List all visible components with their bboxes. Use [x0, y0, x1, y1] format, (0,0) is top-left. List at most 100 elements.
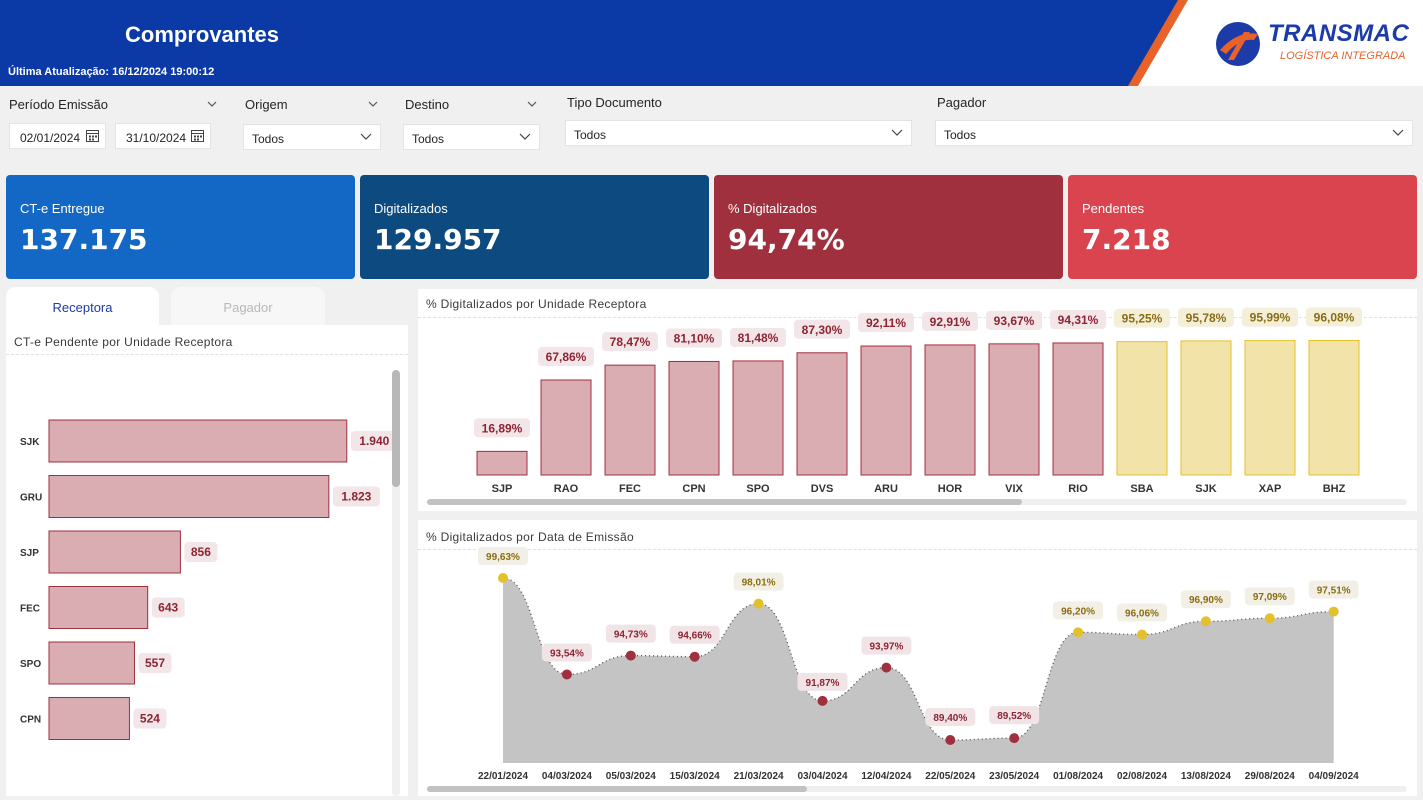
filter-destino-label: Destino — [405, 97, 450, 112]
chevron-down-icon[interactable] — [527, 99, 537, 109]
data-label-bg — [1308, 580, 1359, 599]
destino-value: Todos — [412, 132, 445, 146]
x-tick-label: ARU — [874, 483, 898, 495]
data-label: 95,99% — [1250, 311, 1291, 325]
data-label-bg — [1180, 590, 1231, 609]
x-tick-label: XAP — [1259, 483, 1282, 495]
last-update: Última Atualização: 16/12/2024 19:00:12 — [8, 66, 215, 78]
pagador-select[interactable]: Todos — [935, 120, 1413, 146]
x-tick-label: DVS — [811, 483, 834, 495]
data-label-bg — [151, 597, 185, 618]
kpi-label: % Digitalizados — [728, 201, 817, 216]
scrollbar-thumb[interactable] — [427, 499, 1022, 505]
data-label-bg — [1178, 307, 1234, 327]
data-point — [561, 669, 572, 680]
data-label: 78,47% — [610, 335, 651, 349]
bar-category-label: SPO — [20, 659, 41, 670]
divider — [418, 549, 1417, 550]
bar — [48, 530, 181, 574]
header-bar: Comprovantes Última Atualização: 16/12/2… — [0, 0, 1423, 86]
data-label-bg — [1114, 308, 1170, 328]
bar — [668, 360, 720, 476]
data-label: 67,86% — [546, 350, 587, 364]
calendar-icon[interactable] — [86, 129, 99, 142]
bar — [48, 419, 348, 463]
calendar-icon[interactable] — [191, 129, 204, 142]
data-label: 96,90% — [1189, 595, 1223, 606]
logo-icon — [1216, 22, 1260, 66]
x-tick-label: 04/09/2024 — [1309, 771, 1359, 782]
data-label-bg — [478, 547, 528, 565]
data-label-bg — [925, 708, 976, 726]
data-point — [1137, 629, 1147, 640]
data-point — [1009, 733, 1020, 744]
data-point — [817, 695, 828, 706]
dropdown-arrow-icon — [519, 133, 531, 140]
x-tick-label: CPN — [682, 483, 705, 495]
filter-periodo-label: Período Emissão — [9, 97, 108, 112]
bar — [860, 345, 912, 476]
scrollbar-thumb[interactable] — [392, 370, 400, 487]
unit-bar-chart: 16,89% SJP 67,86% RAO 78,47% FEC 81,10% CPN 81,4… — [427, 307, 1407, 505]
date-chart-panel: % Digitalizados por Data de Emissão 99,6… — [418, 520, 1417, 796]
data-label: 91,87% — [806, 678, 840, 689]
page-title: Comprovantes — [125, 22, 280, 47]
x-tick-label: 21/03/2024 — [734, 771, 784, 782]
bar — [1308, 339, 1360, 476]
data-label: 93,67% — [994, 314, 1035, 328]
pending-chart-panel: CT-e Pendente por Unidade Receptora SJK 1… — [6, 325, 408, 796]
date-start-input[interactable]: 02/01/2024 — [9, 123, 106, 149]
x-tick-label: RIO — [1068, 483, 1088, 495]
data-point — [945, 735, 956, 745]
bar — [540, 379, 592, 476]
date-end-value: 31/10/2024 — [126, 131, 187, 145]
kpi-card-digitalizados: Digitalizados 129.957 — [360, 175, 709, 279]
date-end-input[interactable]: 31/10/2024 — [115, 123, 211, 149]
x-tick-label: RAO — [554, 483, 579, 495]
data-point — [1073, 627, 1084, 638]
data-label: 94,73% — [614, 630, 648, 641]
data-label-bg — [733, 572, 784, 591]
date-start-value: 02/01/2024 — [20, 131, 81, 145]
bar-category-label: CPN — [20, 715, 41, 726]
bar — [476, 450, 528, 476]
data-label: 93,97% — [869, 642, 903, 653]
bar — [604, 364, 656, 476]
data-label: 96,06% — [1125, 609, 1159, 620]
x-tick-label: 02/08/2024 — [1117, 771, 1167, 782]
logo-panel — [1128, 0, 1423, 86]
bar — [1116, 341, 1168, 476]
bar — [48, 586, 149, 629]
data-label-bg — [858, 313, 914, 333]
kpi-label: Pendentes — [1082, 201, 1145, 216]
chevron-down-icon[interactable] — [368, 99, 378, 109]
destino-select[interactable]: Todos — [403, 124, 540, 150]
data-label: 1.823 — [341, 490, 371, 504]
bar — [988, 343, 1040, 476]
chevron-down-icon[interactable] — [207, 99, 217, 109]
dropdown-arrow-icon — [360, 133, 372, 140]
data-label-bg — [986, 310, 1042, 330]
data-point — [498, 573, 508, 583]
data-label-bg — [730, 327, 786, 347]
origem-select[interactable]: Todos — [243, 124, 381, 150]
x-tick-label: BHZ — [1323, 483, 1346, 495]
tab-receptora[interactable]: Receptora — [6, 287, 159, 325]
data-label: 97,09% — [1253, 592, 1287, 603]
data-label-bg — [602, 332, 658, 352]
bar-category-label: SJP — [20, 548, 39, 559]
tab-pagador[interactable]: Pagador — [171, 287, 325, 325]
data-point — [1328, 606, 1339, 617]
x-tick-label: 15/03/2024 — [670, 771, 720, 782]
data-label: 94,31% — [1058, 313, 1099, 327]
scrollbar-thumb[interactable] — [427, 786, 807, 792]
data-label-bg — [138, 653, 172, 673]
data-label: 93,54% — [550, 648, 584, 659]
data-label: 92,91% — [930, 315, 971, 329]
x-tick-label: 22/01/2024 — [478, 771, 528, 782]
tipo-documento-select[interactable]: Todos — [565, 120, 912, 146]
bar-category-label: SJK — [20, 437, 40, 448]
data-label: 1.940 — [359, 434, 389, 448]
data-label-bg — [1306, 307, 1362, 327]
